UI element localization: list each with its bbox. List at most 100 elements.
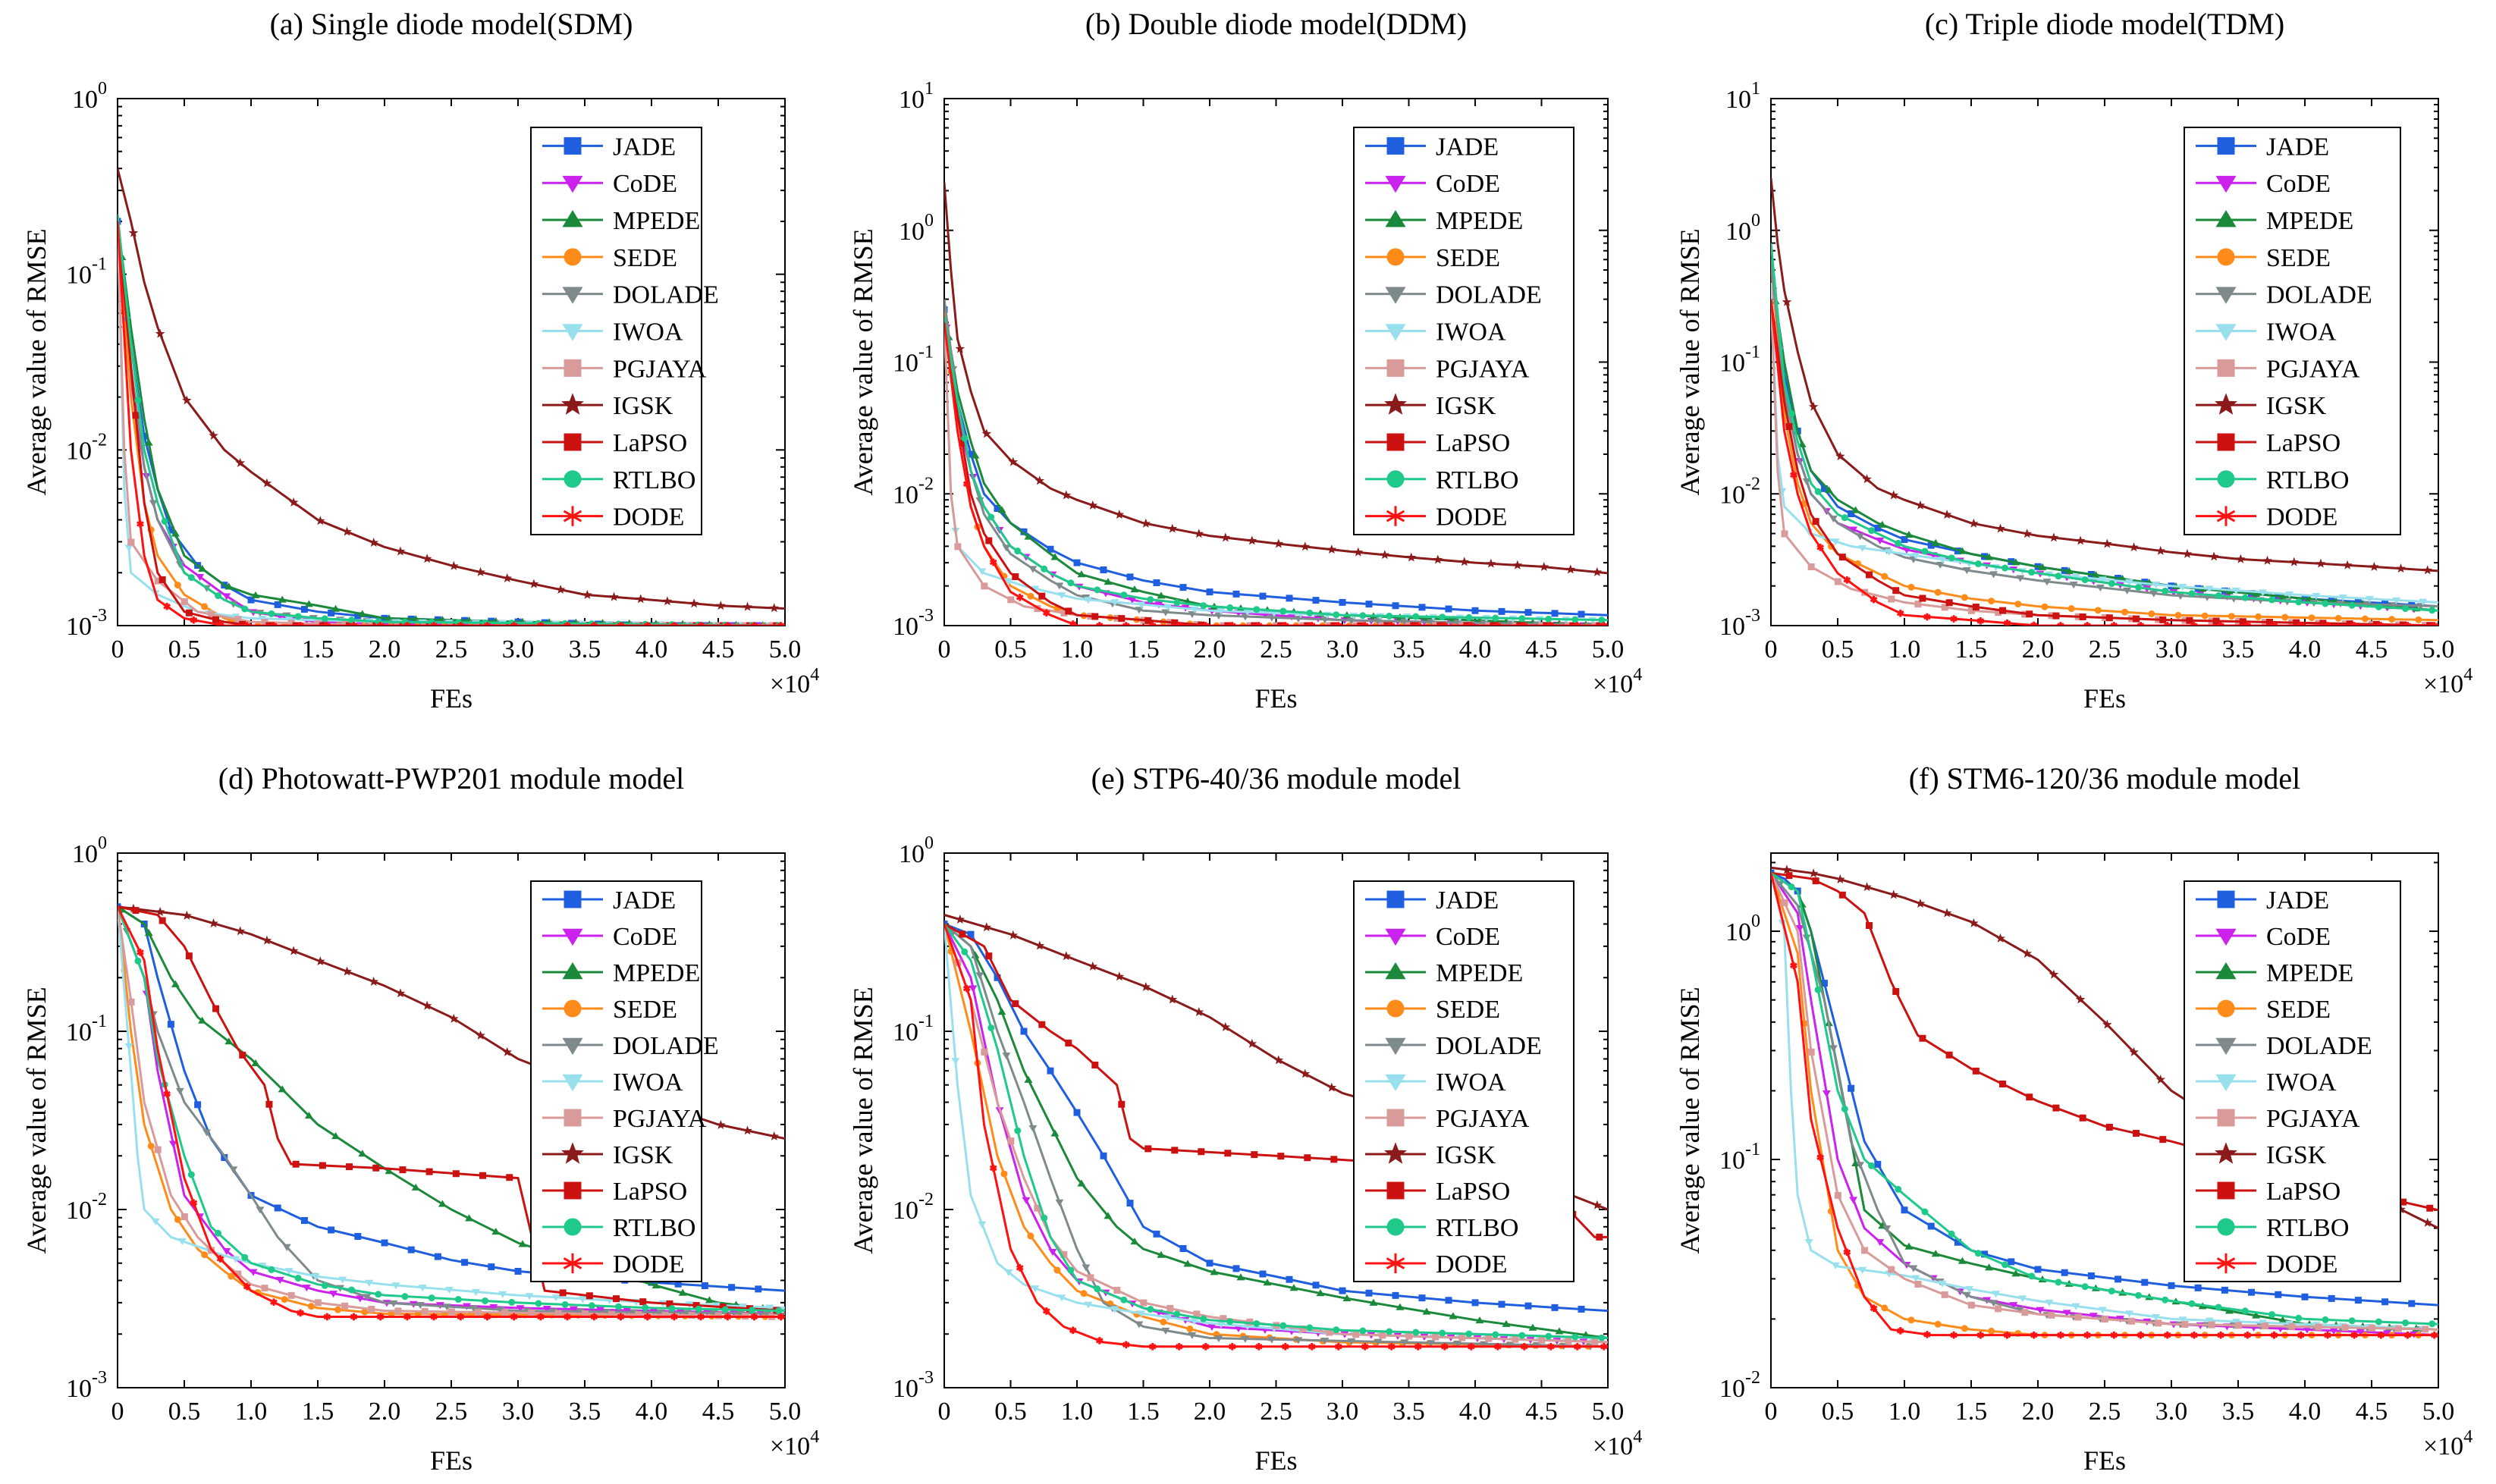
data-point: [1359, 612, 1367, 620]
legend: JADECoDEMPEDESEDEDOLADEIWOAPGJAYAIGSKLaP…: [1353, 127, 1575, 535]
data-point: [2375, 603, 2382, 610]
data-point: [1414, 1343, 1422, 1351]
data-point: [728, 1284, 736, 1291]
legend-label: JADE: [1436, 886, 1499, 915]
y-tick-base: 10: [899, 218, 925, 246]
data-point: [1506, 1341, 1515, 1349]
data-point: [2137, 622, 2145, 626]
data-point: [161, 518, 168, 526]
y-tick-base: 10: [893, 613, 918, 641]
x-tick-label: 0: [111, 1398, 124, 1426]
data-point: [300, 606, 308, 613]
data-point: [1267, 1336, 1276, 1344]
x-tick-label: 2.0: [1194, 1398, 1226, 1426]
data-point: [2396, 563, 2406, 573]
data-point: [369, 537, 379, 547]
data-point-stroke: [2083, 623, 2090, 626]
data-point-stroke: [1123, 623, 1130, 626]
data-point: [182, 395, 192, 405]
legend-marker: [2215, 209, 2237, 227]
legend-item-iwoa: IWOA: [1365, 318, 1506, 347]
data-point: [1445, 605, 1452, 613]
data-point: [482, 1297, 489, 1304]
data-point: [1392, 1291, 1399, 1299]
legend-item-pgjaya: PGJAYA: [1365, 355, 1530, 383]
data-point: [1008, 930, 1019, 940]
data-point-stroke: [537, 1313, 545, 1320]
legend-label: PGJAYA: [1436, 1105, 1530, 1133]
y-tick-base: 10: [1719, 613, 1745, 641]
data-point: [476, 566, 485, 576]
data-point: [1985, 553, 1994, 560]
data-point-stroke: [1362, 623, 1369, 626]
x-multiplier: ×104: [1593, 1427, 1642, 1460]
x-tick-label: 0: [938, 1398, 951, 1426]
legend: JADECoDEMPEDESEDEDOLADEIWOAPGJAYAIGSKLaP…: [530, 127, 719, 535]
data-point-stroke: [750, 623, 757, 626]
data-point-stroke: [1546, 1344, 1555, 1350]
legend-marker: [1385, 928, 1406, 946]
data-point: [314, 1299, 322, 1307]
legend-item-code: CoDE: [1365, 923, 1500, 951]
data-point: [1520, 622, 1528, 626]
data-point: [2278, 592, 2287, 600]
data-point: [488, 1263, 495, 1271]
data-point-stroke: [457, 1313, 465, 1320]
data-point: [307, 1303, 315, 1310]
data-point: [1480, 1341, 1489, 1348]
data-point: [1334, 1343, 1342, 1351]
data-point: [1782, 296, 1792, 306]
data-point: [2149, 590, 2158, 598]
data-point: [1190, 1318, 1199, 1326]
data-point: [270, 1298, 278, 1306]
y-tick-label: 100: [899, 833, 934, 868]
y-tick-base: 10: [1719, 1375, 1745, 1403]
legend-marker: [564, 1218, 582, 1236]
data-point: [155, 328, 165, 338]
x-tick-label: 0.5: [994, 635, 1027, 664]
data-point-stroke: [1361, 1344, 1369, 1350]
y-tick-base: 10: [1725, 218, 1751, 246]
data-point: [198, 1016, 207, 1024]
data-point: [1273, 1055, 1284, 1065]
data-point: [697, 1313, 705, 1321]
data-point: [302, 1285, 311, 1292]
x-multiplier: ×104: [2423, 665, 2472, 698]
y-tick-label: 10-2: [66, 1190, 107, 1225]
y-tick-label: 10-3: [893, 1368, 934, 1403]
legend-marker: [2216, 506, 2236, 526]
data-point-stroke: [1203, 623, 1210, 626]
data-point: [643, 1313, 651, 1321]
data-point: [1782, 864, 1792, 874]
data-point: [454, 1296, 462, 1304]
data-point: [1545, 615, 1553, 623]
data-point: [1232, 590, 1240, 598]
data-point-stroke: [403, 1313, 411, 1320]
data-point: [194, 1101, 202, 1109]
x-tick-label: 0: [1765, 1398, 1778, 1426]
data-point: [1130, 585, 1139, 593]
data-point-stroke: [2325, 623, 2331, 626]
data-point-stroke: [243, 1283, 251, 1290]
x-tick-label: 3.5: [1392, 1398, 1425, 1426]
data-point: [284, 1268, 294, 1275]
data-point: [1841, 1105, 1848, 1112]
data-point: [1041, 1214, 1048, 1222]
x-tick-label: 1.5: [1955, 635, 1988, 664]
data-point: [1551, 1304, 1559, 1311]
data-point: [2205, 1317, 2214, 1325]
data-point: [196, 574, 205, 582]
data-point: [262, 478, 272, 488]
data-point: [2228, 613, 2235, 620]
y-tick-base: 10: [1719, 481, 1745, 509]
data-point: [1921, 547, 1929, 555]
data-point: [1194, 1007, 1204, 1017]
data-point: [1874, 1160, 1882, 1168]
data-point: [1512, 560, 1523, 569]
data-point: [475, 1308, 482, 1316]
legend-marker-stroke: [1386, 1257, 1405, 1269]
data-point: [171, 980, 180, 987]
data-point: [262, 935, 272, 945]
x-tick-label: 4.0: [636, 635, 668, 664]
data-point-stroke: [1467, 1344, 1475, 1350]
